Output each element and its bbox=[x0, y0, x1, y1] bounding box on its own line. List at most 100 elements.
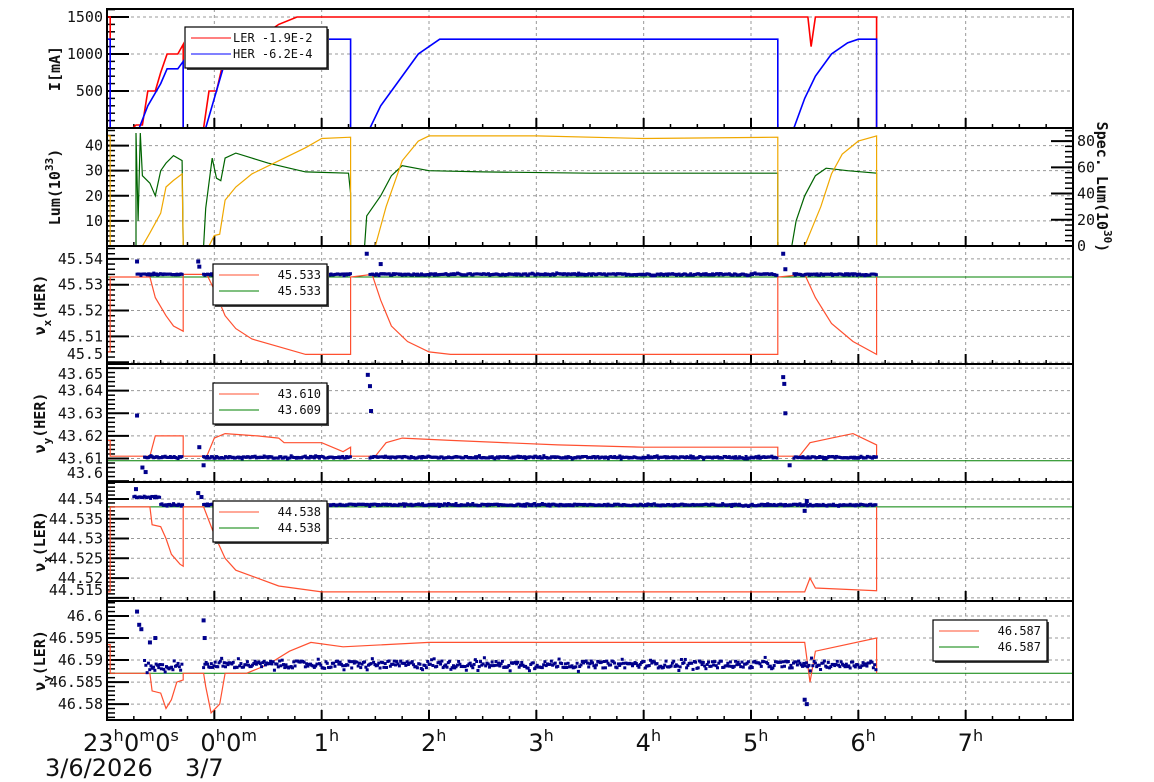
data-point bbox=[575, 273, 579, 277]
data-point bbox=[332, 661, 336, 665]
right-y-tick-label: 40 bbox=[1077, 185, 1095, 203]
data-point bbox=[365, 668, 369, 672]
data-point bbox=[679, 657, 683, 661]
data-point bbox=[703, 664, 707, 668]
data-point bbox=[553, 661, 557, 665]
data-point bbox=[780, 665, 784, 669]
data-point bbox=[532, 456, 536, 460]
data-point bbox=[521, 504, 525, 508]
data-point bbox=[240, 457, 244, 461]
data-point bbox=[808, 669, 812, 673]
data-point bbox=[392, 659, 396, 663]
data-point bbox=[435, 664, 439, 668]
data-point bbox=[763, 655, 767, 659]
data-point bbox=[826, 660, 830, 664]
data-point bbox=[396, 662, 400, 666]
y-axis-label-sub: x bbox=[41, 319, 54, 326]
data-point bbox=[517, 665, 521, 669]
data-point bbox=[588, 662, 592, 666]
data-point bbox=[236, 657, 240, 661]
data-point bbox=[303, 665, 307, 669]
data-point bbox=[616, 662, 620, 666]
data-point bbox=[691, 455, 695, 459]
time-unit: h bbox=[651, 726, 661, 745]
data-point bbox=[404, 663, 408, 667]
series-line-specific-luminosity bbox=[107, 135, 878, 247]
data-point bbox=[387, 659, 391, 663]
data-point bbox=[196, 259, 201, 264]
data-point bbox=[636, 664, 640, 668]
data-point bbox=[606, 457, 610, 461]
data-point bbox=[152, 665, 156, 669]
data-point bbox=[382, 665, 386, 669]
time-number: 0 bbox=[226, 729, 241, 757]
data-point bbox=[384, 665, 388, 669]
data-point bbox=[251, 663, 255, 667]
data-point bbox=[457, 659, 461, 663]
data-point bbox=[204, 660, 208, 664]
data-point bbox=[292, 660, 296, 664]
data-point bbox=[280, 658, 284, 662]
data-point bbox=[472, 662, 476, 666]
data-point bbox=[619, 662, 623, 666]
data-point bbox=[244, 663, 248, 667]
data-point bbox=[701, 660, 705, 664]
time-tick-label: 2h bbox=[421, 726, 446, 757]
data-point bbox=[750, 666, 754, 670]
data-point bbox=[302, 660, 306, 664]
data-point bbox=[574, 665, 578, 669]
data-point bbox=[163, 670, 167, 674]
data-point bbox=[348, 455, 352, 459]
data-point bbox=[152, 496, 156, 500]
data-point bbox=[543, 660, 547, 664]
data-point bbox=[700, 663, 704, 667]
data-point bbox=[781, 660, 785, 664]
time-unit: h bbox=[114, 726, 124, 745]
data-point bbox=[542, 454, 546, 458]
y-tick-label: 44.515 bbox=[49, 581, 103, 599]
data-point bbox=[226, 663, 230, 667]
data-point bbox=[612, 661, 616, 665]
right-axis-label-sup: 30 bbox=[1101, 230, 1114, 243]
time-tick-label: 6h bbox=[850, 726, 875, 757]
data-point bbox=[677, 668, 681, 672]
data-point bbox=[258, 662, 262, 666]
data-point bbox=[445, 665, 449, 669]
data-point bbox=[252, 661, 256, 665]
data-point bbox=[737, 662, 741, 666]
data-point bbox=[253, 454, 257, 458]
date-label: 3/7 bbox=[185, 754, 224, 782]
y-tick-label: 43.6 bbox=[67, 464, 103, 482]
data-point bbox=[637, 665, 641, 669]
data-point bbox=[643, 666, 647, 670]
data-point bbox=[652, 660, 656, 664]
y-tick-label: 43.62 bbox=[58, 427, 103, 445]
y-tick-label: 46.6 bbox=[67, 607, 103, 625]
data-point bbox=[275, 662, 279, 666]
data-point bbox=[817, 663, 821, 667]
data-point bbox=[254, 662, 258, 666]
data-point bbox=[276, 665, 280, 669]
data-point bbox=[571, 504, 575, 508]
data-point bbox=[783, 411, 788, 416]
data-point bbox=[523, 455, 527, 459]
data-point bbox=[734, 659, 738, 663]
data-point bbox=[672, 659, 676, 663]
data-point bbox=[533, 667, 537, 671]
data-point bbox=[734, 455, 738, 459]
data-point bbox=[205, 502, 209, 506]
data-point bbox=[458, 662, 462, 666]
data-point bbox=[231, 660, 235, 664]
data-point bbox=[867, 661, 871, 665]
data-point bbox=[507, 663, 511, 667]
data-point bbox=[618, 454, 622, 458]
data-point bbox=[766, 662, 770, 666]
data-point bbox=[176, 457, 180, 461]
y-axis-label-rest: (HER) bbox=[31, 275, 49, 320]
data-point bbox=[278, 659, 282, 663]
data-point bbox=[562, 666, 566, 670]
data-point bbox=[605, 504, 609, 508]
data-point bbox=[775, 273, 779, 277]
data-point bbox=[689, 454, 693, 458]
series-dots-measured bbox=[132, 487, 878, 513]
